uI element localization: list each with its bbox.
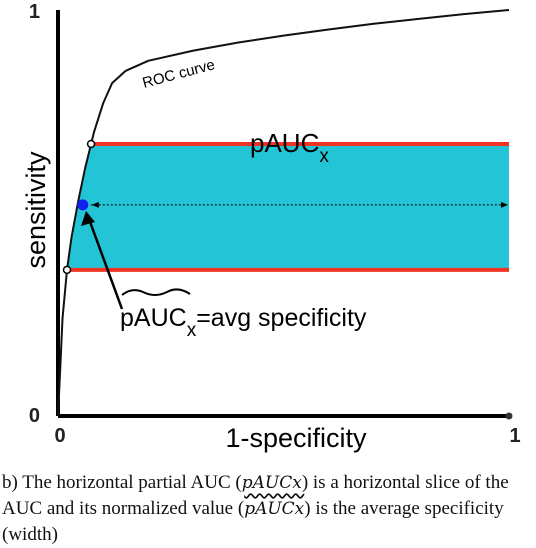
point-label-main: pAUC — [120, 304, 187, 332]
band-label: pAUCx — [250, 128, 329, 167]
pauc-band — [67, 143, 510, 270]
caption-symbol-2: pAUCx — [244, 499, 305, 519]
y-tick-label-1: 1 — [29, 1, 40, 23]
x-axis-title: 1-specificity — [225, 423, 367, 453]
caption-mid: ) is a horizontal slice of the AUC and i… — [2, 472, 509, 519]
roc-curve-layer — [57, 9, 510, 417]
roc-curve-label: ROC curve — [141, 56, 217, 92]
roc-chart: 0 1 0 1 1-specificity sensitivity ROC cu… — [21, 1, 521, 453]
figure-caption: b) The horizontal partial AUC (pAUCx) is… — [2, 470, 534, 547]
upper-intersection-point — [86, 139, 96, 149]
pauc-band-layer — [67, 141, 510, 272]
point-label: pAUCx=avg specificity — [120, 304, 367, 341]
x-tick-label-0: 0 — [54, 425, 65, 447]
x-tick-label-1: 1 — [509, 425, 520, 447]
point-label-sub: x — [187, 320, 197, 341]
lower-intersection-point — [62, 265, 72, 275]
y-tick-label-0: 0 — [29, 405, 40, 427]
axis-end-dot — [505, 412, 513, 420]
avg-specificity-point — [77, 199, 89, 211]
tilde-mark — [121, 288, 191, 296]
roc-curve — [57, 9, 510, 417]
width-arrowhead-left — [91, 201, 99, 208]
band-label-sub: x — [319, 146, 329, 167]
y-axis-title: sensitivity — [21, 151, 51, 269]
caption-symbol-1: pAUCx — [241, 473, 302, 493]
point-pointer-arrow — [87, 218, 124, 310]
point-label-rest: =avg specificity — [196, 304, 367, 332]
caption-lead: b) The horizontal partial AUC ( — [2, 472, 242, 493]
band-label-main: pAUC — [250, 128, 319, 158]
caption-tail: ) is the average specificity (width) — [2, 498, 504, 545]
width-arrowhead-right — [501, 201, 508, 208]
arrowhead-icon — [81, 211, 95, 226]
